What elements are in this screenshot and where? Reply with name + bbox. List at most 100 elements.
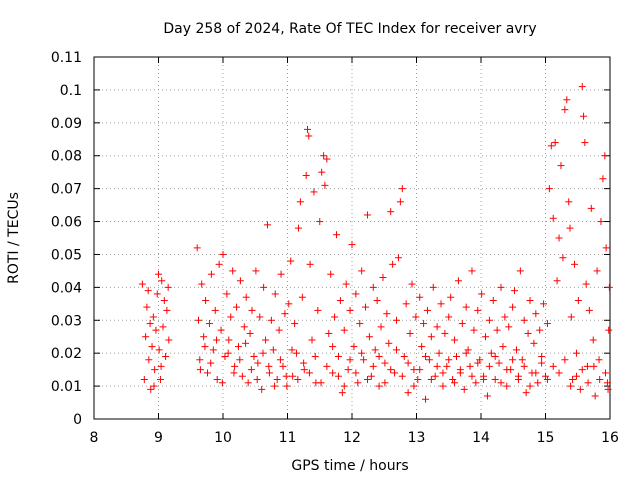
data-point (553, 277, 561, 285)
x-tick-label: 16 (601, 430, 619, 446)
y-tick-label: 0.08 (51, 149, 82, 165)
data-point (605, 283, 613, 291)
data-point (233, 303, 241, 311)
data-point (291, 320, 299, 328)
data-point (418, 343, 426, 351)
data-point (369, 283, 377, 291)
data-point (605, 326, 613, 334)
x-tick-label: 8 (90, 430, 99, 446)
data-point (545, 185, 553, 193)
data-point (282, 372, 290, 380)
data-point (604, 385, 612, 393)
grid-lines (94, 57, 610, 419)
data-point (371, 346, 379, 354)
data-point (398, 372, 406, 380)
data-point (246, 329, 254, 337)
data-point (308, 336, 316, 344)
data-point (253, 376, 261, 384)
data-point (422, 395, 430, 403)
data-point (140, 376, 148, 384)
data-point (416, 293, 424, 301)
data-point (578, 83, 586, 91)
data-point (557, 162, 565, 170)
data-point (379, 273, 387, 281)
data-point (511, 287, 519, 295)
data-point (532, 310, 540, 318)
data-point (298, 293, 306, 301)
data-point (445, 313, 453, 321)
data-point (305, 132, 313, 140)
data-point (294, 224, 302, 232)
data-point (474, 306, 482, 314)
data-point (404, 389, 412, 397)
data-point (406, 329, 414, 337)
data-point (509, 356, 517, 364)
data-point (230, 369, 238, 377)
data-point (468, 372, 476, 380)
data-point (476, 356, 484, 364)
data-point (259, 349, 267, 357)
data-point (334, 372, 342, 380)
data-point (578, 366, 586, 374)
data-point (155, 270, 162, 278)
data-point (333, 231, 341, 239)
data-point (495, 359, 503, 367)
data-point (240, 323, 248, 331)
data-point (207, 270, 215, 278)
data-point (340, 326, 348, 334)
y-axis-label: ROTI / TECUs (6, 192, 22, 284)
data-point (193, 244, 201, 252)
y-tick-label: 0.04 (51, 280, 82, 296)
data-point (601, 152, 609, 160)
data-point (567, 313, 575, 321)
data-point (363, 211, 371, 219)
data-point (383, 310, 391, 318)
data-point (256, 313, 264, 321)
data-point (483, 392, 491, 400)
data-point (387, 366, 395, 374)
data-point (454, 277, 462, 285)
y-tick-label: 0.03 (51, 313, 82, 329)
data-point (329, 369, 337, 377)
data-point (205, 320, 213, 328)
data-point (215, 260, 223, 268)
data-point (516, 267, 524, 275)
data-point (354, 379, 362, 387)
data-point (551, 139, 559, 147)
data-point (566, 224, 574, 232)
data-point (466, 362, 474, 370)
data-point (474, 359, 482, 367)
data-point (207, 359, 215, 367)
data-point (603, 379, 611, 387)
data-point (408, 280, 416, 288)
data-point (218, 379, 226, 387)
data-point (219, 250, 227, 258)
data-point (563, 96, 571, 104)
data-point (590, 362, 598, 370)
data-point (271, 290, 279, 298)
data-point (540, 300, 548, 308)
data-point (393, 346, 401, 354)
data-point (162, 352, 170, 360)
data-point (595, 356, 603, 364)
data-point (561, 106, 569, 114)
data-point (497, 283, 505, 291)
data-point (204, 369, 212, 377)
data-point (587, 204, 595, 212)
data-point (493, 326, 501, 334)
data-point (520, 316, 528, 324)
data-point (369, 362, 377, 370)
data-point (394, 254, 402, 262)
data-point (262, 336, 270, 344)
data-point (238, 372, 246, 380)
data-point (213, 336, 221, 344)
data-point (425, 356, 433, 364)
data-point (433, 323, 441, 331)
data-point (512, 346, 520, 354)
data-point (559, 254, 567, 262)
data-point (491, 376, 499, 384)
data-point (547, 142, 555, 150)
data-point (464, 346, 472, 354)
data-point (344, 366, 352, 374)
data-point (520, 362, 528, 370)
